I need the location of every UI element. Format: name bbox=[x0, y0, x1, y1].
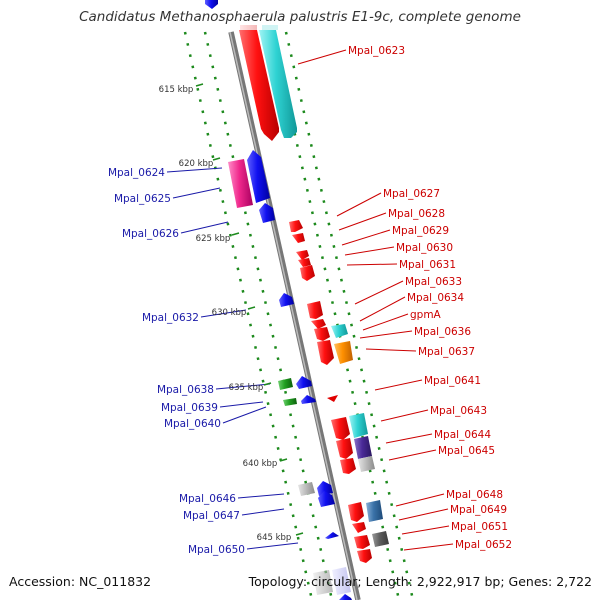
gene-bottom-lblue[interactable] bbox=[332, 567, 351, 595]
gene-top-lcyan[interactable] bbox=[262, 25, 278, 30]
gene-label[interactable]: gpmA bbox=[410, 309, 442, 321]
gene-label[interactable]: Mpal_0625 bbox=[114, 193, 171, 205]
gene-label[interactable]: Mpal_0645 bbox=[438, 445, 495, 457]
gene-label[interactable]: Mpal_0649 bbox=[450, 504, 507, 516]
gene-label[interactable]: Mpal_0626 bbox=[122, 228, 179, 240]
gene-Mpal_0641[interactable] bbox=[327, 395, 338, 402]
gene-Mpal_0624-pink[interactable] bbox=[228, 159, 253, 208]
kbp-tick-labels: 615 kbp 620 kbp 625 kbp 630 kbp 635 kbp 640 k… bbox=[159, 83, 304, 543]
gene-Mpal_0648-steel[interactable] bbox=[366, 500, 383, 522]
gene-bottom-blue[interactable] bbox=[339, 594, 352, 600]
gene-Mpal_0647-blue[interactable] bbox=[318, 491, 335, 507]
gene-Mpal_0643-cyan[interactable] bbox=[349, 413, 368, 438]
gene-Mpal_0646-blue[interactable] bbox=[317, 481, 333, 496]
gene-label[interactable]: Mpal_0648 bbox=[446, 489, 503, 501]
gene-label[interactable]: Mpal_0640 bbox=[164, 418, 221, 430]
gene-label[interactable]: Mpal_0647 bbox=[183, 510, 240, 522]
left-gene-labels: Mpal_0624 Mpal_0625 Mpal_0626 Mpal_0632 Mpal… bbox=[108, 167, 245, 556]
tick-label: 635 kbp bbox=[229, 383, 264, 393]
tick-label: 620 kbp bbox=[179, 159, 214, 169]
gene-bottom-lgray[interactable] bbox=[313, 570, 333, 595]
gene-label[interactable]: Mpal_0627 bbox=[383, 188, 440, 200]
gene-Mpal_0637-red[interactable] bbox=[317, 340, 334, 365]
gene-Mpal_0636-cyan[interactable] bbox=[331, 324, 348, 338]
gene-label[interactable]: Mpal_0639 bbox=[161, 402, 218, 414]
gene-label[interactable]: Mpal_0638 bbox=[157, 384, 214, 396]
gene-label[interactable]: Mpal_0624 bbox=[108, 167, 165, 179]
topology-info: Topology: circular; Length: 2,922,917 bp… bbox=[248, 574, 592, 589]
tick-label: 625 kbp bbox=[196, 234, 231, 244]
gene-Mpal_0651-red[interactable] bbox=[354, 535, 370, 549]
gene-label[interactable]: Mpal_0652 bbox=[455, 539, 512, 551]
gene-Mpal_0634[interactable] bbox=[311, 319, 326, 329]
tick-label: 630 kbp bbox=[212, 308, 247, 318]
gene-label[interactable]: Mpal_0631 bbox=[399, 259, 456, 271]
gene-Mpal_0640-blue[interactable] bbox=[301, 395, 316, 404]
gene-Mpal_0646-gray[interactable] bbox=[298, 482, 315, 496]
gene-label[interactable]: Mpal_0636 bbox=[414, 326, 471, 338]
gene-Mpal_0645-gray[interactable] bbox=[358, 456, 375, 472]
tick-label: 645 kbp bbox=[257, 533, 292, 543]
gene-Mpal_0626-blue[interactable] bbox=[259, 203, 275, 223]
gene-label[interactable]: Mpal_0641 bbox=[424, 375, 481, 387]
gene-Mpal_0630[interactable] bbox=[298, 258, 311, 267]
tick-label: 615 kbp bbox=[159, 85, 194, 95]
accession-text: Accession: NC_011832 bbox=[9, 574, 152, 589]
gene-label[interactable]: Mpal_0646 bbox=[179, 493, 236, 505]
gene-label[interactable]: Mpal_0633 bbox=[405, 276, 462, 288]
gene-Mpal_0638-blue[interactable] bbox=[296, 376, 312, 389]
gene-Mpal_0652[interactable] bbox=[357, 549, 372, 563]
right-gene-labels: Mpal_0623 Mpal_0627 Mpal_0628 Mpal_0629 Mpal… bbox=[348, 45, 512, 551]
gene-Mpal_0625-blue[interactable] bbox=[247, 150, 270, 203]
gene-label[interactable]: Mpal_0637 bbox=[418, 346, 475, 358]
gene-Mpal_0643-red[interactable] bbox=[331, 417, 350, 440]
gene-Mpal_0623-red[interactable] bbox=[239, 30, 279, 141]
gene-Mpal_0632-blue[interactable] bbox=[279, 293, 294, 307]
gene-label[interactable]: Mpal_0628 bbox=[388, 208, 445, 220]
gene-Mpal_0650-blue[interactable] bbox=[325, 532, 339, 539]
gene-Mpal_0629[interactable] bbox=[296, 250, 309, 260]
gene-label[interactable]: Mpal_0630 bbox=[396, 242, 453, 254]
gene-Mpal_0633[interactable] bbox=[307, 301, 323, 319]
gene-features bbox=[205, 0, 389, 600]
gene-Mpal_0645-red[interactable] bbox=[340, 458, 356, 474]
tick-label: 640 kbp bbox=[243, 459, 278, 469]
gene-Mpal_0627[interactable] bbox=[289, 220, 303, 232]
gene-label[interactable]: Mpal_0634 bbox=[407, 292, 464, 304]
gene-label[interactable]: Mpal_0632 bbox=[142, 312, 199, 324]
gene-Mpal_0644-red[interactable] bbox=[336, 438, 353, 459]
gene-label[interactable]: Mpal_0644 bbox=[434, 429, 491, 441]
gene-label[interactable]: Mpal_0629 bbox=[392, 225, 449, 237]
gene-Mpal_0637-orange[interactable] bbox=[334, 341, 353, 364]
gene-label[interactable]: Mpal_0651 bbox=[451, 521, 508, 533]
gene-Mpal_0644-purple[interactable] bbox=[354, 436, 372, 459]
gene-Mpal_0628[interactable] bbox=[292, 233, 305, 243]
gene-Mpal_0649[interactable] bbox=[352, 522, 366, 533]
gene-label[interactable]: Mpal_0643 bbox=[430, 405, 487, 417]
gene-Mpal_0648-red[interactable] bbox=[348, 502, 364, 522]
gene-Mpal_0639-green[interactable] bbox=[283, 398, 297, 406]
gene-label[interactable]: Mpal_0650 bbox=[188, 544, 245, 556]
genome-backbone bbox=[228, 31, 361, 600]
map-title: Candidatus Methanosphaerula palustris E1… bbox=[79, 9, 521, 25]
gene-cyan-large[interactable] bbox=[259, 30, 297, 138]
gene-Mpal_0631[interactable] bbox=[300, 265, 315, 281]
gene-gpmA[interactable] bbox=[314, 327, 330, 341]
gene-top-blue[interactable] bbox=[205, 0, 218, 9]
gene-Mpal_0638-green[interactable] bbox=[278, 378, 293, 390]
gene-Mpal_0651-dgray[interactable] bbox=[372, 531, 389, 547]
label-leader-lines bbox=[166, 49, 454, 551]
gene-label[interactable]: Mpal_0623 bbox=[348, 45, 405, 57]
gene-top-lpink[interactable] bbox=[240, 25, 257, 30]
